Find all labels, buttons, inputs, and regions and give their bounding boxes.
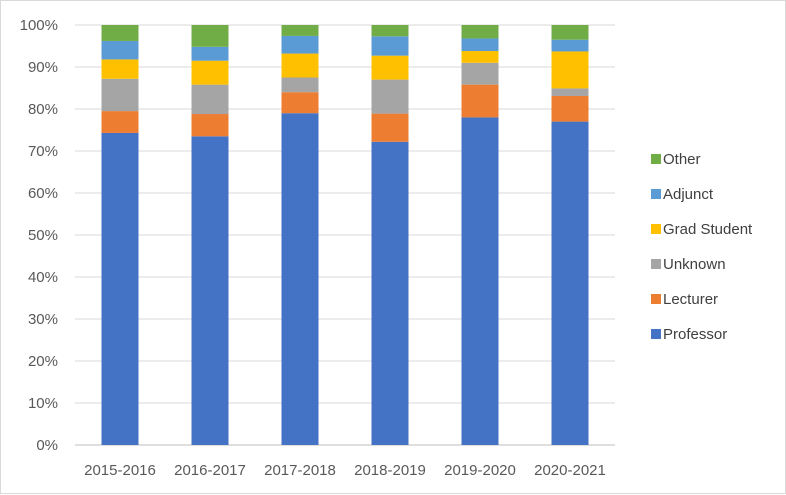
bar-segment-grad-student — [191, 60, 229, 85]
y-tick-label: 70% — [28, 143, 58, 160]
legend-swatch — [651, 154, 661, 164]
x-tick-label: 2020-2021 — [534, 462, 606, 479]
legend-label: Grad Student — [663, 221, 753, 238]
legend-label: Lecturer — [663, 291, 718, 308]
bar-segment-professor — [281, 113, 319, 445]
y-tick-label: 40% — [28, 269, 58, 286]
bar-segment-professor — [191, 136, 229, 446]
y-tick-label: 100% — [20, 17, 58, 34]
bar-segment-lecturer — [101, 111, 139, 133]
legend-swatch — [651, 259, 661, 269]
bar-segment-lecturer — [461, 84, 499, 118]
bar-segment-unknown — [191, 84, 229, 115]
x-tick-label: 2015-2016 — [84, 462, 156, 479]
bar-segment-other — [371, 25, 409, 37]
legend-swatch — [651, 329, 661, 339]
bar-segment-professor — [101, 132, 139, 445]
bar-segment-unknown — [101, 78, 139, 112]
legend-swatch — [651, 294, 661, 304]
bar-segment-lecturer — [551, 95, 589, 122]
bar-segment-professor — [551, 121, 589, 445]
bar-segment-other — [191, 25, 229, 47]
y-tick-label: 60% — [28, 185, 58, 202]
bar-segment-lecturer — [281, 92, 319, 114]
legend-label: Unknown — [663, 256, 726, 273]
y-tick-label: 80% — [28, 101, 58, 118]
bar-segment-lecturer — [371, 113, 409, 142]
bar-segment-other — [551, 25, 589, 40]
legend-swatch — [651, 189, 661, 199]
bar-segment-adjunct — [191, 46, 229, 61]
x-tick-label: 2018-2019 — [354, 462, 426, 479]
bar-segment-adjunct — [371, 36, 409, 56]
bar-segment-unknown — [461, 62, 499, 85]
bar-segment-unknown — [551, 88, 589, 96]
bar-segment-adjunct — [281, 35, 319, 54]
y-tick-label: 20% — [28, 353, 58, 370]
bar-segment-grad-student — [101, 59, 139, 79]
x-tick-label: 2016-2017 — [174, 462, 246, 479]
x-tick-label: 2017-2018 — [264, 462, 336, 479]
bar-segment-professor — [461, 117, 499, 446]
bar-segment-grad-student — [371, 55, 409, 80]
bar-segment-professor — [371, 141, 409, 445]
bar-segment-unknown — [371, 79, 409, 114]
legend-swatch — [651, 224, 661, 234]
bar-segment-other — [461, 25, 499, 39]
bar-segment-lecturer — [191, 114, 229, 137]
y-tick-label: 90% — [28, 59, 58, 76]
y-tick-label: 30% — [28, 311, 58, 328]
bar-segment-adjunct — [101, 40, 139, 60]
bar-segment-grad-student — [281, 53, 319, 78]
bar-segment-adjunct — [551, 39, 589, 52]
y-tick-label: 0% — [36, 437, 58, 454]
bar-segment-other — [101, 25, 139, 41]
legend-label: Professor — [663, 326, 727, 343]
y-tick-label: 50% — [28, 227, 58, 244]
x-tick-label: 2019-2020 — [444, 462, 516, 479]
legend-label: Adjunct — [663, 186, 714, 203]
bar-segment-adjunct — [461, 38, 499, 52]
bar-segment-grad-student — [551, 51, 589, 89]
bar-segment-other — [281, 25, 319, 36]
y-tick-label: 10% — [28, 395, 58, 412]
legend-label: Other — [663, 151, 701, 168]
bar-segment-unknown — [281, 77, 319, 93]
bar-segment-grad-student — [461, 51, 499, 63]
